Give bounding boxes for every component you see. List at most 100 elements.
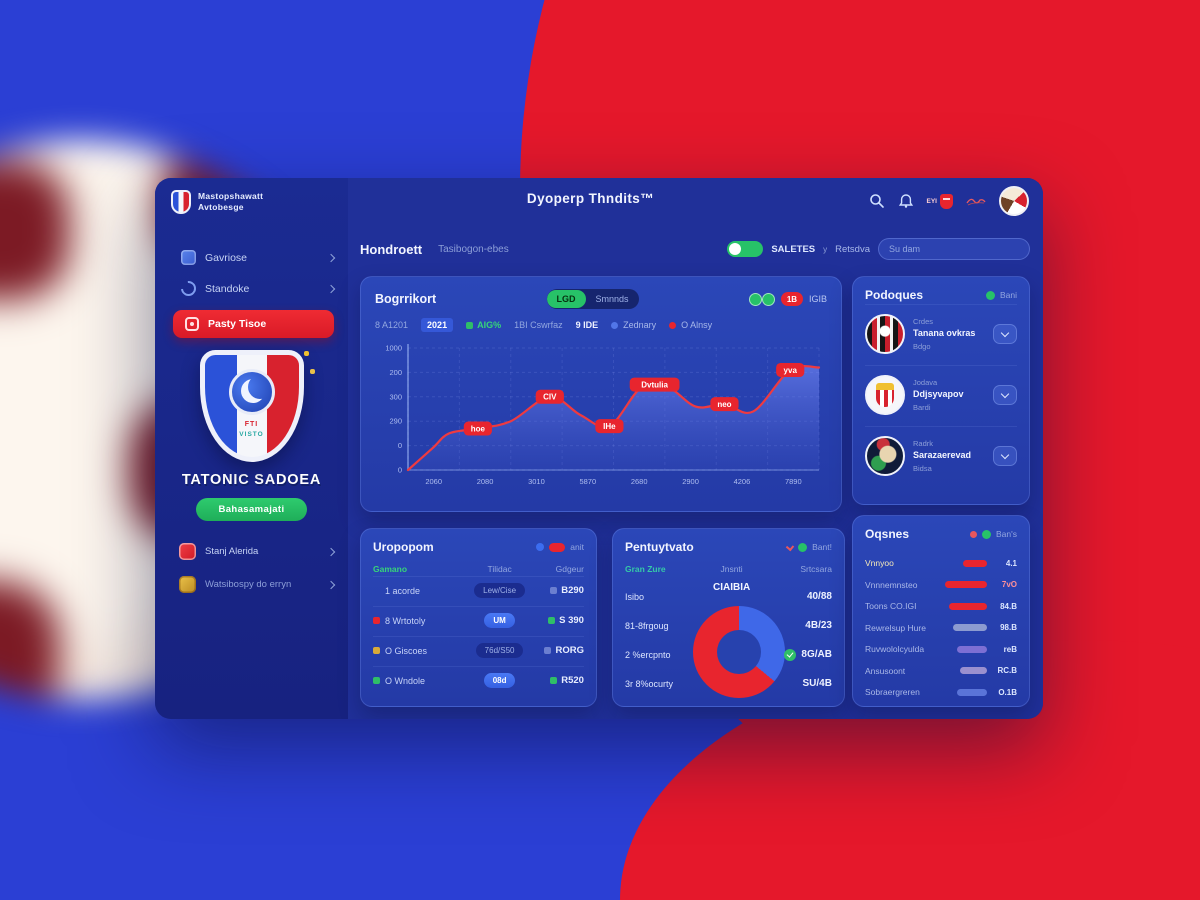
stat-item: 1BI Cswrfaz [514,320,563,330]
stat-value: O.1B [998,687,1017,697]
toggle-knob [729,243,742,255]
chevron-down-icon [1000,450,1010,459]
svg-text:hoe: hoe [471,424,486,433]
badge-text: EYI [926,197,937,205]
sidebar-item-1[interactable]: Standoke [155,273,348,304]
team-row-1[interactable]: Jodava Ddjsyvapov Bardi [865,365,1017,424]
team-sub: Bardi [913,402,931,412]
team-row-0[interactable]: Crdes Tanana ovkras Bdgo [865,304,1017,363]
table-row[interactable]: O Giscoes 76d/S50 RORG [373,636,584,664]
row-pill[interactable]: 76d/S50 [475,643,524,658]
blue-dot-icon[interactable] [536,543,545,551]
ball-pentagon [0,160,70,300]
stat-row[interactable]: Vnnnemnsteo 7vO [865,575,1017,596]
toolbar-toggle[interactable] [727,241,764,257]
table-card-header: Uropopom anit [373,540,584,554]
donut-card-header: Pentuytvato Bant! [625,540,832,554]
legend-label: O Alnsy [681,320,713,330]
donut-chart[interactable] [693,606,786,698]
donut-header-row: Gran Zure Jnsnti Srtcsara [625,564,832,574]
stat-row[interactable]: Ruvwololcyulda reB [865,639,1017,660]
stat-row[interactable]: Vnnyoo 4.1 [865,553,1017,574]
alert-count-badge[interactable]: 1B [780,292,803,306]
stat-bar [949,602,987,610]
team-row-2[interactable]: Radrk Sarazaerevad Bidsa [865,426,1017,485]
search-icon[interactable] [869,193,885,209]
value-dot [550,587,558,594]
team-expand-button[interactable] [993,324,1017,344]
stat-row[interactable]: Toons CO.IGI 84.B [865,596,1017,617]
row-pill[interactable]: 08d [483,673,516,688]
stat-value: reB [1003,644,1017,654]
donut-label: 81-8frgoug [625,620,669,631]
stat-bar [963,559,987,567]
svg-text:4206: 4206 [734,477,751,486]
svg-text:290: 290 [389,417,402,426]
legend-item-1: O Alnsy [669,320,712,330]
sidebar-bottom-item-1[interactable]: Watsibospy do erryn [155,568,348,601]
donut-label: 3r 8%ocurty [625,678,674,689]
club-name: TATONIC SADOEA [181,472,322,488]
team-expand-button[interactable] [993,446,1017,466]
row-status-dot [373,617,380,624]
green-avatar-icon[interactable] [761,292,775,306]
sidebar-item-active[interactable]: Pasty Tisoe [173,310,334,338]
search-input[interactable] [878,238,1030,260]
chevron-right-icon [326,547,336,556]
stat-row[interactable]: Ansusoont RC.B [865,661,1017,682]
section-title: Hondroett [360,241,423,257]
stat-chip[interactable]: 2021 [421,318,454,332]
crest-text-1: FTI [244,421,259,428]
toggle-option-off[interactable]: Smnnds [595,294,629,304]
green-avatar-icon[interactable] [748,292,762,306]
stat-row[interactable]: Rewrelsup Hure 98.B [865,618,1017,639]
row-name: O Giscoes [385,645,428,656]
sidebar-item-label: Standoke [205,282,250,295]
bell-icon[interactable] [898,193,914,209]
stat-value: 4.1 [1005,558,1017,568]
table-row[interactable]: O Wndole 08d R520 [373,666,584,694]
row-pill[interactable]: UM [484,613,515,628]
chart-card-header: Bogrrikort LGD Smnnds 1B IGIB [375,289,827,309]
sidebar-item-0[interactable]: Gavriose [155,242,348,273]
column-header: Gamano [373,564,408,574]
shield-badge-icon [940,193,953,209]
svg-text:7890: 7890 [785,477,802,486]
table-row[interactable]: 1 acorde Lew/Cise B290 [373,576,584,604]
row-pill[interactable]: Lew/Cise [474,583,526,598]
toolbar: Hondroett Tasibogon-ebes SALETES y Retsd… [360,234,1030,264]
chart-card-actions: 1B IGIB [748,292,827,306]
grid-icon [181,250,196,265]
row-value: S 390 [559,615,584,626]
page-title: Dyoperp Thndits™ [526,191,655,206]
team-expand-button[interactable] [993,385,1017,405]
chevron-right-icon [326,580,336,589]
notification-badge[interactable]: EYI [926,193,953,209]
donut-value: 4B/23 [805,620,832,631]
table-row[interactable]: 8 Wrtotoly UM S 390 [373,606,584,634]
row-name: 8 Wrtotoly [385,615,426,626]
red-pill-icon[interactable] [549,542,566,552]
stat-row[interactable]: Sobraergreren O.1B [865,682,1017,703]
donut-body: Isibo 81-8frgoug 2 %ercpnto 3r 8%ocurty … [625,582,832,698]
green-dot-icon[interactable] [985,290,995,300]
svg-text:neo: neo [717,400,731,409]
team-meta: Jodava [913,378,938,387]
row-value: B290 [561,585,584,596]
red-dot-icon[interactable] [970,530,977,538]
alert-icon [179,543,196,560]
toggle-option-on[interactable]: LGD [546,290,586,308]
svg-text:200: 200 [389,368,402,377]
club-action-button[interactable]: Bahasamajati [196,498,307,521]
app-logo[interactable]: Mastopshawatt Avtobesge [155,178,348,214]
chart-mode-toggle[interactable]: LGD Smnnds [546,289,639,309]
chevron-down-icon [1000,328,1010,337]
legend-item-0: Zednary [611,320,656,330]
sidebar-bottom-item-0[interactable]: Stanj Alerida [155,535,348,568]
green-dot-icon[interactable] [798,542,808,552]
club-crest: FTI VISTO [199,350,315,462]
chart-card-title: Bogrrikort [375,292,437,306]
user-avatar[interactable] [999,186,1029,216]
green-dot-icon[interactable] [982,529,991,539]
